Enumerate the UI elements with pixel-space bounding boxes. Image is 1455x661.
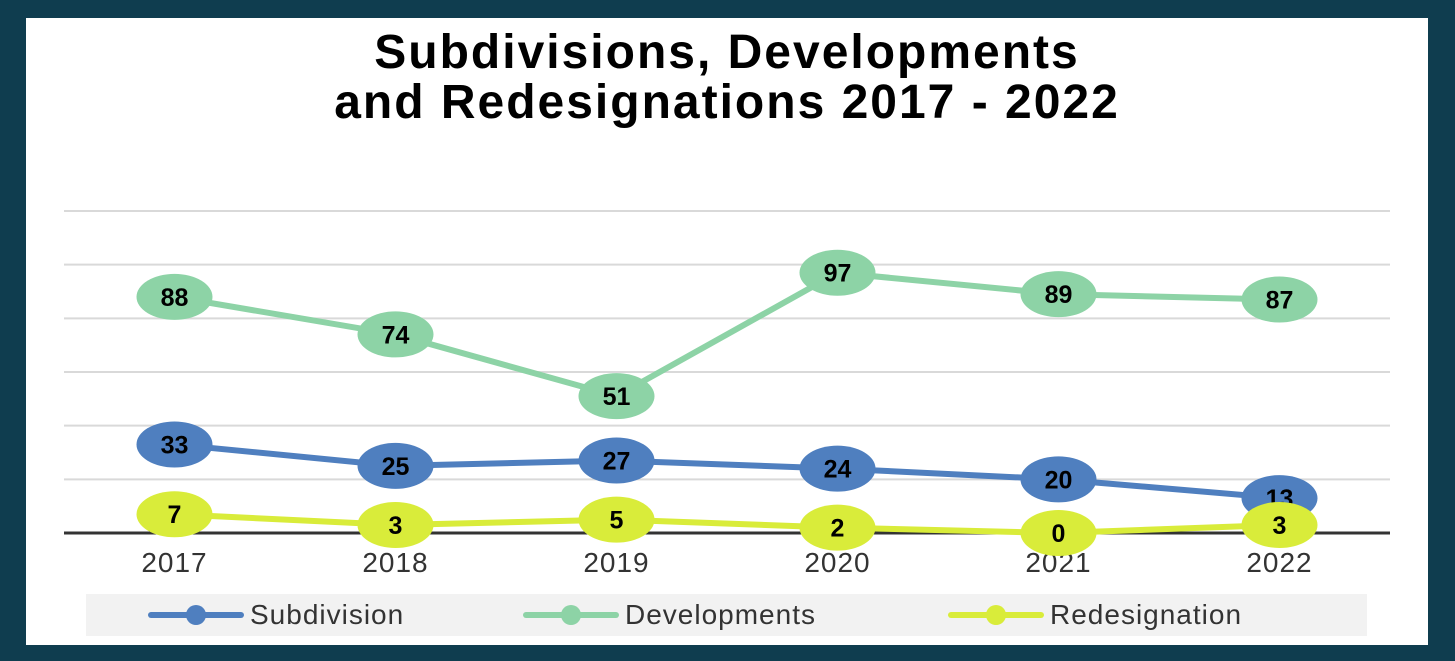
- data-point-subdivision: [136, 421, 213, 468]
- legend-label-developments: Developments: [625, 599, 816, 630]
- data-label-redesignation: 5: [610, 507, 624, 535]
- x-tick-label: 2020: [804, 547, 870, 578]
- data-point-redesignation: [1020, 510, 1097, 556]
- chart-title-line-2: and Redesignations 2017 - 2022: [334, 76, 1120, 129]
- legend-item-subdivision: Subdivision: [148, 594, 404, 636]
- data-point-developments: [578, 373, 655, 420]
- data-point-developments: [799, 249, 876, 296]
- data-point-subdivision: [357, 442, 434, 489]
- x-tick-label: 2018: [362, 547, 428, 578]
- chart-legend: Subdivision Developments Redesignation: [86, 594, 1367, 636]
- legend-item-developments: Developments: [523, 594, 816, 636]
- data-label-developments: 97: [824, 260, 852, 288]
- data-label-redesignation: 3: [1273, 512, 1287, 540]
- data-point-developments: [1020, 271, 1097, 318]
- data-label-developments: 87: [1266, 287, 1294, 315]
- data-point-redesignation: [1241, 501, 1318, 548]
- data-point-redesignation: [799, 504, 876, 551]
- data-label-subdivision: 24: [824, 456, 852, 484]
- data-label-redesignation: 7: [168, 501, 182, 529]
- data-point-subdivision: [799, 445, 876, 492]
- series-line-redesignation: [171, 511, 1283, 536]
- series-line-developments: [171, 269, 1283, 400]
- data-label-developments: 88: [161, 284, 189, 312]
- chart-title-line-1: Subdivisions, Developments: [374, 26, 1080, 79]
- legend-item-redesignation: Redesignation: [948, 594, 1242, 636]
- data-point-developments: [136, 273, 213, 320]
- x-tick-label: 2019: [583, 547, 649, 578]
- data-label-redesignation: 3: [389, 512, 403, 540]
- data-label-subdivision: 27: [603, 448, 631, 476]
- legend-label-redesignation: Redesignation: [1050, 599, 1243, 630]
- legend-label-subdivision: Subdivision: [250, 599, 405, 630]
- data-label-redesignation: 0: [1052, 520, 1066, 548]
- chart-title: Subdivisions, Developments and Redesigna…: [26, 28, 1428, 128]
- data-label-developments: 51: [603, 383, 631, 411]
- data-label-subdivision: 33: [161, 431, 189, 459]
- data-label-redesignation: 2: [831, 515, 845, 543]
- data-point-redesignation: [578, 496, 655, 543]
- legend-swatch-redesignation: [948, 594, 1044, 636]
- x-tick-label: 2017: [141, 547, 207, 578]
- data-point-developments: [357, 311, 434, 358]
- x-tick-label: 2022: [1246, 547, 1312, 578]
- legend-swatch-developments: [523, 594, 619, 636]
- data-label-subdivision: 25: [382, 453, 410, 481]
- data-point-redesignation: [136, 491, 213, 538]
- data-label-developments: 89: [1045, 281, 1073, 309]
- series-line-subdivision: [171, 441, 1283, 502]
- data-point-redesignation: [357, 501, 434, 548]
- legend-swatch-subdivision: [148, 594, 244, 636]
- data-point-subdivision: [578, 437, 655, 484]
- data-point-developments: [1241, 276, 1318, 323]
- data-label-subdivision: 20: [1045, 466, 1073, 494]
- data-label-developments: 74: [382, 321, 410, 349]
- data-point-subdivision: [1020, 456, 1097, 503]
